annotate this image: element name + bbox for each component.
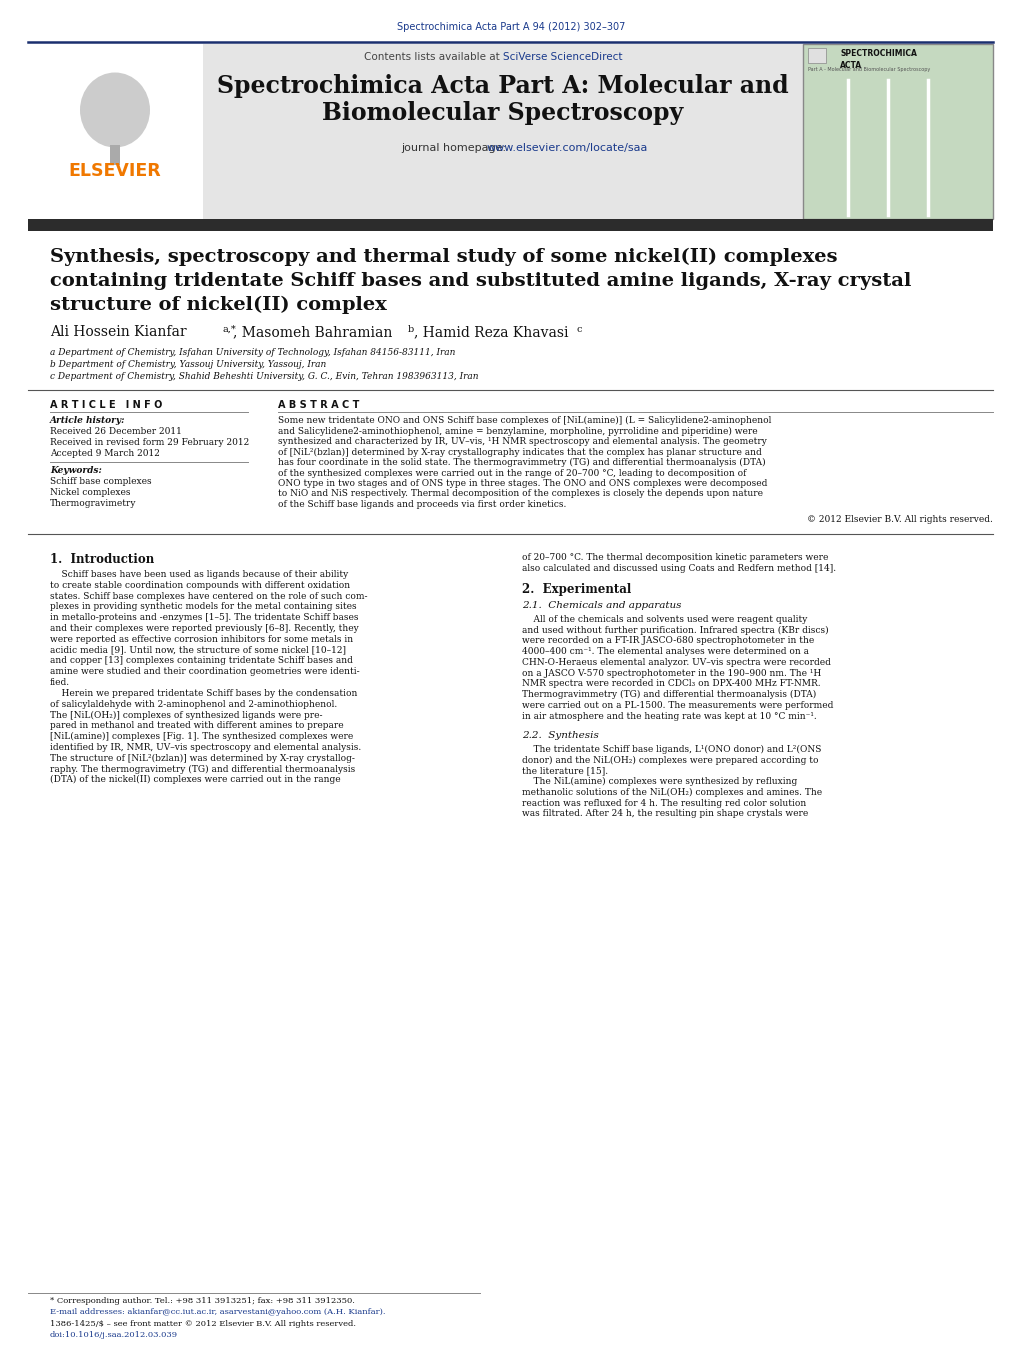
Text: © 2012 Elsevier B.V. All rights reserved.: © 2012 Elsevier B.V. All rights reserved… — [808, 515, 993, 523]
Text: Ali Hossein Kianfar: Ali Hossein Kianfar — [50, 326, 187, 339]
Text: 2.2.  Synthesis: 2.2. Synthesis — [522, 731, 599, 739]
Text: A B S T R A C T: A B S T R A C T — [278, 400, 359, 409]
Text: in air atmosphere and the heating rate was kept at 10 °C min⁻¹.: in air atmosphere and the heating rate w… — [522, 712, 817, 721]
Text: doi:10.1016/j.saa.2012.03.039: doi:10.1016/j.saa.2012.03.039 — [50, 1331, 178, 1339]
Text: The [NiL(OH₂)] complexes of synthesized ligands were pre-: The [NiL(OH₂)] complexes of synthesized … — [50, 711, 323, 720]
Text: in metallo-proteins and -enzymes [1–5]. The tridentate Schiff bases: in metallo-proteins and -enzymes [1–5]. … — [50, 613, 358, 623]
Text: of [NiL²(bzlan)] determined by X-ray crystallography indicates that the complex : of [NiL²(bzlan)] determined by X-ray cry… — [278, 447, 762, 457]
Text: ONO type in two stages and of ONS type in three stages. The ONO and ONS complexe: ONO type in two stages and of ONS type i… — [278, 480, 768, 488]
Text: , Masomeh Bahramian: , Masomeh Bahramian — [233, 326, 392, 339]
Text: amine were studied and their coordination geometries were identi-: amine were studied and their coordinatio… — [50, 667, 359, 677]
Ellipse shape — [80, 73, 150, 147]
Text: b Department of Chemistry, Yassouj University, Yassouj, Iran: b Department of Chemistry, Yassouj Unive… — [50, 359, 327, 369]
Text: of salicylaldehyde with 2-aminophenol and 2-aminothiophenol.: of salicylaldehyde with 2-aminophenol an… — [50, 700, 337, 709]
Text: synthesized and characterized by IR, UV–vis, ¹H NMR spectroscopy and elemental a: synthesized and characterized by IR, UV–… — [278, 436, 767, 446]
Text: Contents lists available at: Contents lists available at — [364, 51, 503, 62]
Text: c Department of Chemistry, Shahid Beheshti University, G. C., Evin, Tehran 19839: c Department of Chemistry, Shahid Behesh… — [50, 372, 479, 381]
Text: were recorded on a FT-IR JASCO-680 spectrophotometer in the: were recorded on a FT-IR JASCO-680 spect… — [522, 636, 815, 646]
Text: reaction was refluxed for 4 h. The resulting red color solution: reaction was refluxed for 4 h. The resul… — [522, 798, 807, 808]
Text: Schiff bases have been used as ligands because of their ability: Schiff bases have been used as ligands b… — [50, 570, 348, 580]
Text: to create stable coordination compounds with different oxidation: to create stable coordination compounds … — [50, 581, 350, 590]
Text: acidic media [9]. Until now, the structure of some nickel [10–12]: acidic media [9]. Until now, the structu… — [50, 646, 346, 655]
Text: SPECTROCHIMICA
ACTA: SPECTROCHIMICA ACTA — [840, 49, 917, 70]
Text: 1386-1425/$ – see front matter © 2012 Elsevier B.V. All rights reserved.: 1386-1425/$ – see front matter © 2012 El… — [50, 1320, 356, 1328]
Text: www.elsevier.com/locate/saa: www.elsevier.com/locate/saa — [487, 143, 648, 153]
Text: containing tridentate Schiff bases and substituted amine ligands, X-ray crystal: containing tridentate Schiff bases and s… — [50, 272, 912, 290]
Text: Spectrochimica Acta Part A: Molecular and: Spectrochimica Acta Part A: Molecular an… — [217, 74, 789, 99]
Text: Some new tridentate ONO and ONS Schiff base complexes of [NiL(amine)] (L = Salic: Some new tridentate ONO and ONS Schiff b… — [278, 416, 772, 426]
Text: Biomolecular Spectroscopy: Biomolecular Spectroscopy — [323, 101, 684, 126]
Bar — [28, 45, 203, 219]
Text: CHN-O-Heraeus elemental analyzor. UV–vis spectra were recorded: CHN-O-Heraeus elemental analyzor. UV–vis… — [522, 658, 831, 667]
Text: journal homepage:: journal homepage: — [401, 143, 509, 153]
Text: 4000–400 cm⁻¹. The elemental analyses were determined on a: 4000–400 cm⁻¹. The elemental analyses we… — [522, 647, 809, 657]
Text: structure of nickel(II) complex: structure of nickel(II) complex — [50, 296, 387, 315]
Text: Keywords:: Keywords: — [50, 466, 102, 476]
Text: NMR spectra were recorded in CDCl₃ on DPX-400 MHz FT-NMR.: NMR spectra were recorded in CDCl₃ on DP… — [522, 680, 821, 689]
Text: of the synthesized complexes were carried out in the range of 20–700 °C, leading: of the synthesized complexes were carrie… — [278, 469, 746, 477]
Text: Thermogravimmetry (TG) and differential thermoanalysis (DTA): Thermogravimmetry (TG) and differential … — [522, 690, 816, 700]
Text: c: c — [576, 326, 582, 334]
Bar — [808, 49, 826, 63]
Bar — [28, 219, 993, 231]
Text: also calculated and discussed using Coats and Redfern method [14].: also calculated and discussed using Coat… — [522, 563, 836, 573]
Text: Schiff base complexes: Schiff base complexes — [50, 477, 152, 486]
Text: to NiO and NiS respectively. Thermal decomposition of the complexes is closely t: to NiO and NiS respectively. Thermal dec… — [278, 489, 763, 499]
Text: pared in methanol and treated with different amines to prepare: pared in methanol and treated with diffe… — [50, 721, 344, 730]
Text: Nickel complexes: Nickel complexes — [50, 488, 131, 497]
Text: and used without further purification. Infrared spectra (KBr discs): and used without further purification. I… — [522, 626, 829, 635]
Text: donor) and the NiL(OH₂) complexes were prepared according to: donor) and the NiL(OH₂) complexes were p… — [522, 755, 819, 765]
Text: and their complexes were reported previously [6–8]. Recently, they: and their complexes were reported previo… — [50, 624, 358, 634]
Text: Received 26 December 2011: Received 26 December 2011 — [50, 427, 182, 436]
Text: fied.: fied. — [50, 678, 70, 688]
Text: The tridentate Schiff base ligands, L¹(ONO donor) and L²(ONS: The tridentate Schiff base ligands, L¹(O… — [522, 744, 821, 754]
Text: were reported as effective corrosion inhibitors for some metals in: were reported as effective corrosion inh… — [50, 635, 353, 644]
Text: (DTA) of the nickel(II) complexes were carried out in the range: (DTA) of the nickel(II) complexes were c… — [50, 775, 341, 785]
Text: and copper [13] complexes containing tridentate Schiff bases and: and copper [13] complexes containing tri… — [50, 657, 353, 666]
Text: The NiL(amine) complexes were synthesized by refluxing: The NiL(amine) complexes were synthesize… — [522, 777, 797, 786]
Text: 1.  Introduction: 1. Introduction — [50, 553, 154, 566]
Text: and Salicylidene2-aminothiophenol, amine = benzylamine, morpholine, pyrrolidine : and Salicylidene2-aminothiophenol, amine… — [278, 427, 758, 435]
Text: 2.  Experimental: 2. Experimental — [522, 582, 631, 596]
Text: raphy. The thermogravimetry (TG) and differential thermoanalysis: raphy. The thermogravimetry (TG) and dif… — [50, 765, 355, 774]
Text: A R T I C L E   I N F O: A R T I C L E I N F O — [50, 400, 162, 409]
Text: The structure of [NiL²(bzlan)] was determined by X-ray crystallog-: The structure of [NiL²(bzlan)] was deter… — [50, 754, 355, 763]
Bar — [110, 145, 120, 165]
Text: SciVerse ScienceDirect: SciVerse ScienceDirect — [503, 51, 623, 62]
Text: states. Schiff base complexes have centered on the role of such com-: states. Schiff base complexes have cente… — [50, 592, 368, 601]
Text: b: b — [408, 326, 415, 334]
Bar — [803, 45, 993, 219]
Text: of the Schiff base ligands and proceeds via first order kinetics.: of the Schiff base ligands and proceeds … — [278, 500, 567, 509]
Text: on a JASCO V-570 spectrophotometer in the 190–900 nm. The ¹H: on a JASCO V-570 spectrophotometer in th… — [522, 669, 821, 678]
Text: plexes in providing synthetic models for the metal containing sites: plexes in providing synthetic models for… — [50, 603, 356, 612]
Text: Accepted 9 March 2012: Accepted 9 March 2012 — [50, 449, 160, 458]
Text: Synthesis, spectroscopy and thermal study of some nickel(II) complexes: Synthesis, spectroscopy and thermal stud… — [50, 249, 837, 266]
Text: [NiL(amine)] complexes [Fig. 1]. The synthesized complexes were: [NiL(amine)] complexes [Fig. 1]. The syn… — [50, 732, 353, 742]
Text: Spectrochimica Acta Part A 94 (2012) 302–307: Spectrochimica Acta Part A 94 (2012) 302… — [397, 22, 625, 32]
Bar — [203, 45, 803, 219]
Text: ELSEVIER: ELSEVIER — [68, 162, 161, 180]
Text: Thermogravimetry: Thermogravimetry — [50, 499, 137, 508]
Text: of 20–700 °C. The thermal decomposition kinetic parameters were: of 20–700 °C. The thermal decomposition … — [522, 553, 828, 562]
Text: a,*: a,* — [222, 326, 236, 334]
Text: 2.1.  Chemicals and apparatus: 2.1. Chemicals and apparatus — [522, 601, 681, 609]
Text: E-mail addresses: akianfar@cc.iut.ac.ir, asarvestani@yahoo.com (A.H. Kianfar).: E-mail addresses: akianfar@cc.iut.ac.ir,… — [50, 1308, 386, 1316]
Text: has four coordinate in the solid state. The thermogravimmetry (TG) and different: has four coordinate in the solid state. … — [278, 458, 766, 467]
Text: the literature [15].: the literature [15]. — [522, 766, 609, 775]
Text: Article history:: Article history: — [50, 416, 126, 426]
Text: a Department of Chemistry, Isfahan University of Technology, Isfahan 84156-83111: a Department of Chemistry, Isfahan Unive… — [50, 349, 455, 357]
Text: Part A - Molecular and Biomolecular Spectroscopy: Part A - Molecular and Biomolecular Spec… — [808, 68, 930, 72]
Text: Herein we prepared tridentate Schiff bases by the condensation: Herein we prepared tridentate Schiff bas… — [50, 689, 357, 698]
Text: methanolic solutions of the NiL(OH₂) complexes and amines. The: methanolic solutions of the NiL(OH₂) com… — [522, 788, 822, 797]
Text: was filtrated. After 24 h, the resulting pin shape crystals were: was filtrated. After 24 h, the resulting… — [522, 809, 809, 819]
Text: Received in revised form 29 February 2012: Received in revised form 29 February 201… — [50, 438, 249, 447]
Text: identified by IR, NMR, UV–vis spectroscopy and elemental analysis.: identified by IR, NMR, UV–vis spectrosco… — [50, 743, 361, 751]
Text: * Corresponding author. Tel.: +98 311 3913251; fax: +98 311 3912350.: * Corresponding author. Tel.: +98 311 39… — [50, 1297, 355, 1305]
Text: All of the chemicals and solvents used were reagent quality: All of the chemicals and solvents used w… — [522, 615, 808, 624]
Text: , Hamid Reza Khavasi: , Hamid Reza Khavasi — [414, 326, 569, 339]
Text: were carried out on a PL-1500. The measurements were performed: were carried out on a PL-1500. The measu… — [522, 701, 833, 711]
